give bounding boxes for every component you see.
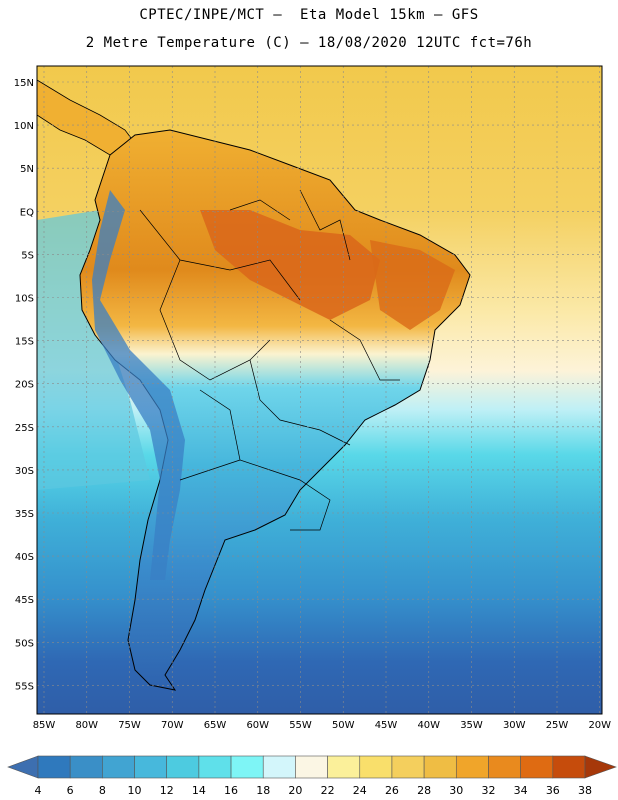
lat-tick-label: 15N xyxy=(14,78,34,89)
colorbar-tick-label: 14 xyxy=(191,784,206,797)
colorbar-tick-label: 4 xyxy=(34,784,42,797)
title-line-1: CPTEC/INPE/MCT – Eta Model 15km – GFS xyxy=(139,7,479,23)
lon-tick-label: 30W xyxy=(503,720,526,731)
lat-tick-label: 55S xyxy=(15,681,34,692)
colorbar-tick-label: 6 xyxy=(66,784,74,797)
lon-tick-label: 35W xyxy=(460,720,483,731)
ne-brazil-heat xyxy=(370,240,455,330)
colorbar-swatch xyxy=(295,755,328,779)
lon-tick-label: 40W xyxy=(417,720,440,731)
lat-tick-label: 50S xyxy=(15,638,34,649)
colorbar-swatch xyxy=(198,755,232,779)
pacific-cool-band xyxy=(37,210,150,490)
lon-tick-label: 65W xyxy=(204,720,227,731)
colorbar-tick-label: 10 xyxy=(127,784,142,797)
colorbar-tick-label: 24 xyxy=(352,784,367,797)
lon-tick-label: 20W xyxy=(588,720,611,731)
colorbar-tick-label: 12 xyxy=(159,784,174,797)
lat-tick-label: 25S xyxy=(15,423,34,434)
lon-tick-label: 80W xyxy=(75,720,98,731)
colorbar-tick-label: 30 xyxy=(449,784,464,797)
colorbar-swatch xyxy=(327,755,361,779)
longitude-labels: 85W 80W 75W 70W 65W 60W 55W 50W 45W 40W 35W 30W 25W 2… xyxy=(33,720,611,731)
country-borders xyxy=(139,189,400,531)
colorbar-tick-label: 18 xyxy=(256,784,271,797)
colorbar-tick-label: 8 xyxy=(98,784,106,797)
colorbar-tick-label: 26 xyxy=(384,784,399,797)
lat-tick-label: 35S xyxy=(15,509,34,520)
lat-tick-label: 45S xyxy=(15,595,34,606)
latitude-labels: 15N 10N 5N EQ 5S 10S 15S 20S 25S 30S 35S 40S 45S 50S 5… xyxy=(14,78,34,692)
colorbar-tick-label: 36 xyxy=(545,784,560,797)
colorbar-swatch xyxy=(134,755,168,779)
colorbar-swatch xyxy=(166,755,200,779)
andes-cold-strip xyxy=(92,190,185,580)
lat-tick-label: EQ xyxy=(20,207,34,218)
lon-tick-label: 85W xyxy=(33,720,56,731)
lat-tick-label: 10N xyxy=(14,121,34,132)
map-frame xyxy=(36,65,603,715)
lon-tick-label: 70W xyxy=(161,720,184,731)
colorbar-swatch xyxy=(520,755,554,779)
lat-tick-label: 15S xyxy=(15,337,34,348)
colorbar-swatch xyxy=(391,755,425,779)
lat-tick-label: 5S xyxy=(21,250,34,261)
colorbar-swatch xyxy=(455,755,489,779)
colorbar-swatch xyxy=(37,755,71,779)
lon-tick-label: 45W xyxy=(375,720,398,731)
colorbar-min-arrow xyxy=(7,755,39,779)
colorbar-tick-label: 32 xyxy=(481,784,496,797)
colorbar-swatch xyxy=(488,755,521,779)
colorbar-swatch xyxy=(102,755,135,779)
colorbar-swatch xyxy=(230,755,264,779)
lon-tick-label: 60W xyxy=(246,720,269,731)
colorbar-tick-label: 38 xyxy=(578,784,592,797)
lat-tick-label: 10S xyxy=(15,294,34,305)
lon-tick-label: 50W xyxy=(332,720,355,731)
colorbar-swatch xyxy=(69,755,103,779)
colorbar-swatch xyxy=(423,755,457,779)
colorbar-tick-label: 20 xyxy=(288,784,303,797)
colorbar-tick-label: 22 xyxy=(320,784,335,797)
title-line-2: 2 Metre Temperature (C) – 18/08/2020 12U… xyxy=(85,35,533,51)
colorbar-tick-label: 28 xyxy=(417,784,432,797)
lon-tick-label: 75W xyxy=(118,720,141,731)
lat-tick-label: 30S xyxy=(15,466,34,477)
lon-tick-label: 25W xyxy=(546,720,569,731)
temperature-map: 15N 10N 5N EQ 5S 10S 15S 20S 25S 30S 35S 40S 45S 50S 5… xyxy=(7,65,617,779)
amazon-heat-core xyxy=(200,210,380,320)
colorbar-max-arrow xyxy=(584,755,617,779)
colorbar-tick-label: 16 xyxy=(224,784,239,797)
colorbar-swatch xyxy=(359,755,393,779)
lat-tick-label: 20S xyxy=(15,380,34,391)
colorbar xyxy=(7,755,617,779)
colorbar-tick-label: 34 xyxy=(513,784,528,797)
lat-tick-label: 5N xyxy=(20,164,34,175)
lat-tick-label: 40S xyxy=(15,552,34,563)
graticule xyxy=(37,66,602,714)
lon-tick-label: 55W xyxy=(289,720,312,731)
colorbar-swatch xyxy=(552,755,586,779)
colorbar-swatch xyxy=(262,755,296,779)
